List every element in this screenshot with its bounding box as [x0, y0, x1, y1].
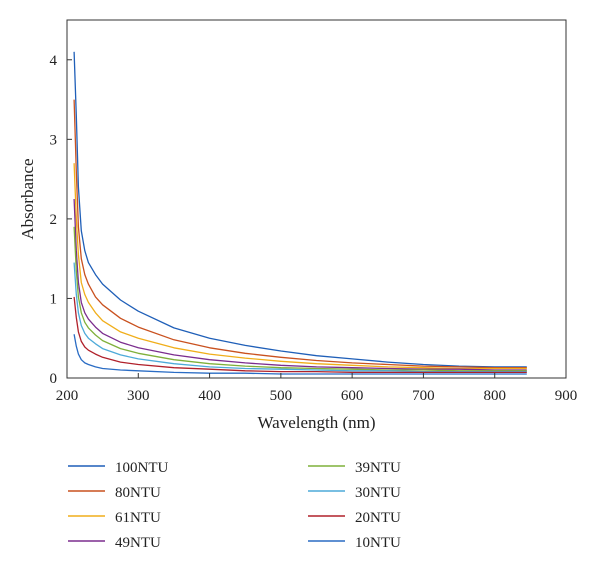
- legend-label-20ntu: 20NTU: [355, 510, 401, 526]
- legend-label-61ntu: 61NTU: [115, 510, 161, 526]
- series-line-30ntu: [73, 262, 527, 373]
- legend-label-49ntu: 49NTU: [115, 535, 161, 551]
- legend: 100NTU 80NTU 61NTU 49NTU 39NTU 30NTU 20NTU 10NT…: [68, 460, 401, 551]
- x-tick-label: 900: [555, 388, 578, 404]
- plot-area-border: [66, 19, 567, 379]
- x-tick-label: 300: [127, 388, 150, 404]
- x-tick-label: 700: [412, 388, 435, 404]
- series-lines: [73, 51, 527, 375]
- legend-label-10ntu: 10NTU: [355, 535, 401, 551]
- series-line-49ntu: [73, 198, 527, 371]
- axes: 200 300 400 500 600 700 800 900 0 1 2 3 4: [50, 53, 578, 404]
- y-axis-title: Absorbance: [18, 158, 37, 239]
- series-line-20ntu: [73, 296, 527, 374]
- x-tick-label: 600: [341, 388, 364, 404]
- x-tick-label: 800: [483, 388, 506, 404]
- legend-label-100ntu: 100NTU: [115, 460, 168, 476]
- y-tick-label: 1: [50, 291, 58, 307]
- x-tick-label: 400: [198, 388, 221, 404]
- legend-label-80ntu: 80NTU: [115, 485, 161, 501]
- series-line-10ntu: [73, 334, 527, 375]
- series-line-80ntu: [73, 99, 527, 369]
- x-tick-label: 200: [56, 388, 79, 404]
- series-line-39ntu: [73, 226, 527, 372]
- x-tick-label: 500: [270, 388, 293, 404]
- y-tick-label: 0: [50, 371, 58, 387]
- legend-label-30ntu: 30NTU: [355, 485, 401, 501]
- series-line-100ntu: [73, 51, 527, 368]
- series-line-61ntu: [73, 163, 527, 370]
- y-tick-label: 2: [50, 212, 58, 228]
- y-tick-label: 4: [50, 53, 58, 69]
- legend-label-39ntu: 39NTU: [355, 460, 401, 476]
- plot-frame: [66, 19, 567, 379]
- x-axis-title: Wavelength (nm): [257, 413, 375, 432]
- y-tick-label: 3: [50, 132, 58, 148]
